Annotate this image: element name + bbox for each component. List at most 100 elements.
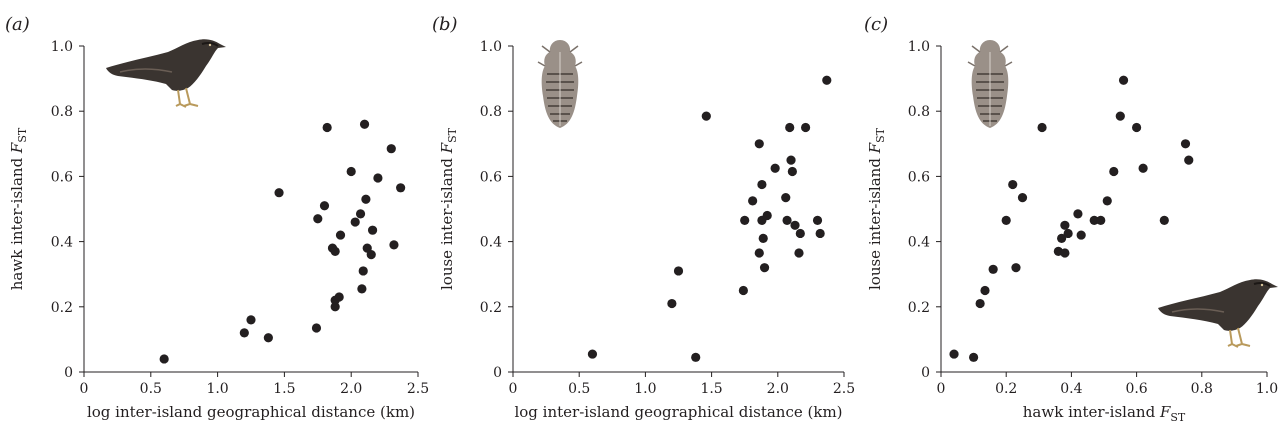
data-point — [313, 214, 323, 224]
data-point — [1102, 196, 1112, 206]
data-point — [969, 352, 979, 362]
x-tick-label: 0.6 — [1125, 381, 1147, 397]
data-point — [1109, 166, 1119, 177]
y-tick-label: 0.8 — [908, 104, 930, 120]
data-point — [667, 298, 677, 309]
x-axis-label: log inter-island geographical distance (… — [87, 403, 415, 421]
data-point — [801, 122, 811, 133]
data-point — [361, 194, 371, 204]
data-point — [781, 192, 791, 203]
panel-label: (c) — [864, 14, 888, 35]
x-tick-label: 2.5 — [407, 381, 429, 397]
data-point — [1132, 122, 1142, 133]
x-tick-label: 2.0 — [767, 381, 789, 397]
x-axis-label: hawk inter-island FST — [1023, 403, 1186, 424]
x-tick-label: 2.0 — [340, 381, 362, 397]
y-tick-label: 0.6 — [51, 169, 73, 185]
data-point — [587, 349, 598, 359]
y-tick-label: 1.0 — [480, 39, 502, 55]
y-tick-label: 0 — [921, 365, 930, 381]
data-point — [1057, 233, 1067, 243]
x-tick-label: 1.5 — [273, 381, 295, 397]
data-point — [748, 196, 758, 206]
data-point — [1001, 215, 1011, 226]
data-point — [795, 228, 805, 239]
data-point — [389, 240, 399, 250]
scatter-panel-1: (a) 0 0.5 1.0 1.5 2.0 2.5 0 0.2 0.4 0.6 0.8 1.0 log i… — [5, 14, 429, 421]
y-tick-label: 0.4 — [480, 235, 502, 251]
data-point — [263, 333, 273, 343]
x-tick-label: 0.5 — [568, 381, 590, 397]
data-point — [367, 225, 378, 235]
data-point — [366, 250, 376, 260]
louse-illustration — [537, 39, 583, 129]
data-point — [1159, 215, 1169, 226]
y-tick-label: 0 — [493, 365, 502, 381]
data-point — [782, 215, 792, 226]
data-point — [1115, 111, 1125, 121]
data-point — [980, 285, 990, 296]
data-point — [822, 75, 832, 85]
data-point — [794, 248, 804, 258]
panel-label: (a) — [5, 14, 30, 35]
hawk-illustration — [105, 38, 227, 108]
y-tick-label: 0.8 — [480, 104, 502, 120]
hawk-illustration — [1157, 278, 1279, 348]
x-tick-label: 1.0 — [206, 381, 228, 397]
x-tick-label: 2.5 — [833, 381, 855, 397]
data-point — [274, 188, 284, 198]
y-tick-label: 0.4 — [51, 235, 73, 251]
data-point — [812, 215, 823, 226]
data-point — [701, 111, 711, 121]
data-point — [357, 284, 367, 294]
data-point — [373, 173, 383, 183]
data-point — [1089, 215, 1099, 226]
data-point — [1138, 163, 1148, 173]
x-tick-label: 0 — [509, 381, 518, 397]
data-point — [330, 246, 340, 256]
data-point — [1096, 215, 1106, 226]
data-point — [757, 179, 767, 190]
data-point — [815, 228, 825, 239]
data-point — [691, 352, 701, 362]
x-tick-label: 0.4 — [1060, 381, 1082, 397]
data-point — [740, 215, 750, 226]
data-point — [770, 163, 780, 173]
y-axis-label: louse inter-island FST — [866, 127, 887, 290]
y-tick-label: 0.6 — [908, 169, 930, 185]
data-point — [975, 298, 985, 309]
x-tick-label: 0.2 — [995, 381, 1017, 397]
data-point — [787, 166, 797, 177]
x-tick-label: 0.8 — [1191, 381, 1213, 397]
x-tick-label: 1.5 — [700, 381, 722, 397]
y-tick-label: 0.2 — [908, 300, 930, 316]
scatter-panel-2: (b) 0 0.5 1.0 1.5 2.0 2.5 0 0.2 0.4 0.6 0.8 1.0 log i… — [432, 14, 855, 421]
y-tick-label: 0.8 — [51, 104, 73, 120]
data-point — [311, 323, 322, 333]
data-point — [949, 349, 959, 359]
y-tick-label: 1.0 — [51, 39, 73, 55]
data-point — [350, 217, 360, 227]
x-axis-label: log inter-island geographical distance (… — [514, 403, 842, 421]
data-point — [358, 266, 368, 276]
data-point — [790, 220, 800, 230]
x-tick-label: 1.0 — [1256, 381, 1278, 397]
data-point — [246, 315, 256, 325]
data-point — [159, 354, 169, 364]
panel-label: (b) — [432, 14, 458, 35]
data-point — [239, 328, 249, 338]
y-tick-label: 0 — [64, 365, 73, 381]
y-axis-label: louse inter-island FST — [438, 127, 459, 290]
y-tick-label: 0.2 — [480, 300, 502, 316]
data-point — [738, 285, 748, 296]
data-point — [988, 264, 998, 274]
y-tick-label: 0.6 — [480, 169, 502, 185]
data-point — [319, 201, 330, 211]
data-point — [762, 210, 772, 221]
data-point — [1037, 122, 1047, 133]
data-point — [673, 266, 684, 276]
scatter-panel-3: (c) 0 0.2 0.4 0.6 0.8 1.0 0 0.2 0.4 0.6 0.8 1.0 hawk … — [864, 14, 1279, 424]
y-tick-label: 1.0 — [908, 39, 930, 55]
data-point — [322, 122, 332, 133]
